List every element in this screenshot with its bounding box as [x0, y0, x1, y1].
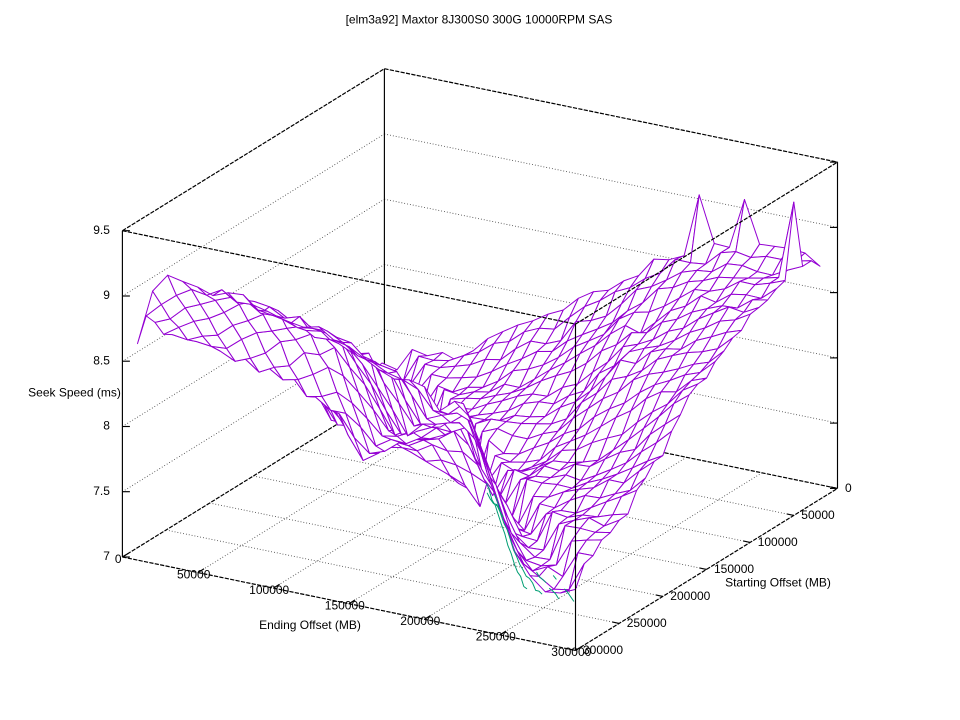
svg-text:0: 0: [115, 552, 122, 566]
svg-text:150000: 150000: [325, 599, 365, 613]
svg-text:150000: 150000: [714, 562, 754, 576]
svg-text:Seek Speed (ms): Seek Speed (ms): [28, 386, 121, 400]
svg-text:9: 9: [103, 288, 110, 302]
svg-text:50000: 50000: [801, 508, 835, 522]
svg-text:250000: 250000: [476, 630, 516, 644]
svg-text:50000: 50000: [177, 567, 211, 581]
svg-text:250000: 250000: [627, 616, 667, 630]
svg-text:7: 7: [103, 549, 110, 563]
svg-text:8.5: 8.5: [93, 353, 110, 367]
svg-text:7.5: 7.5: [93, 484, 110, 498]
svg-text:200000: 200000: [400, 614, 440, 628]
svg-text:300000: 300000: [583, 643, 623, 657]
svg-text:300000: 300000: [551, 645, 591, 659]
svg-text:[elm3a92] Maxtor 8J300S0 300G: [elm3a92] Maxtor 8J300S0 300G 10000RPM S…: [346, 13, 613, 27]
svg-text:Ending Offset (MB): Ending Offset (MB): [259, 618, 361, 632]
svg-text:100000: 100000: [758, 535, 798, 549]
svg-text:8: 8: [103, 419, 110, 433]
svg-text:0: 0: [845, 481, 852, 495]
svg-text:Starting Offset (MB): Starting Offset (MB): [725, 576, 831, 590]
svg-text:200000: 200000: [670, 589, 710, 603]
svg-text:9.5: 9.5: [93, 223, 110, 237]
svg-text:100000: 100000: [249, 583, 289, 597]
